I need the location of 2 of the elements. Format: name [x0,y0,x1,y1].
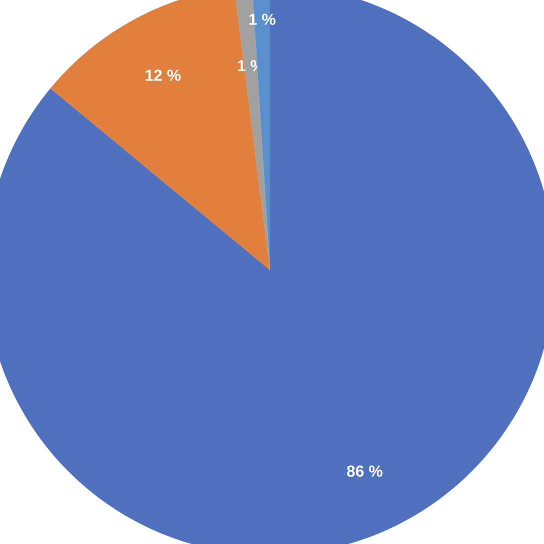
data-label: 12 % [146,70,181,81]
data-label: 86 % [346,466,382,477]
